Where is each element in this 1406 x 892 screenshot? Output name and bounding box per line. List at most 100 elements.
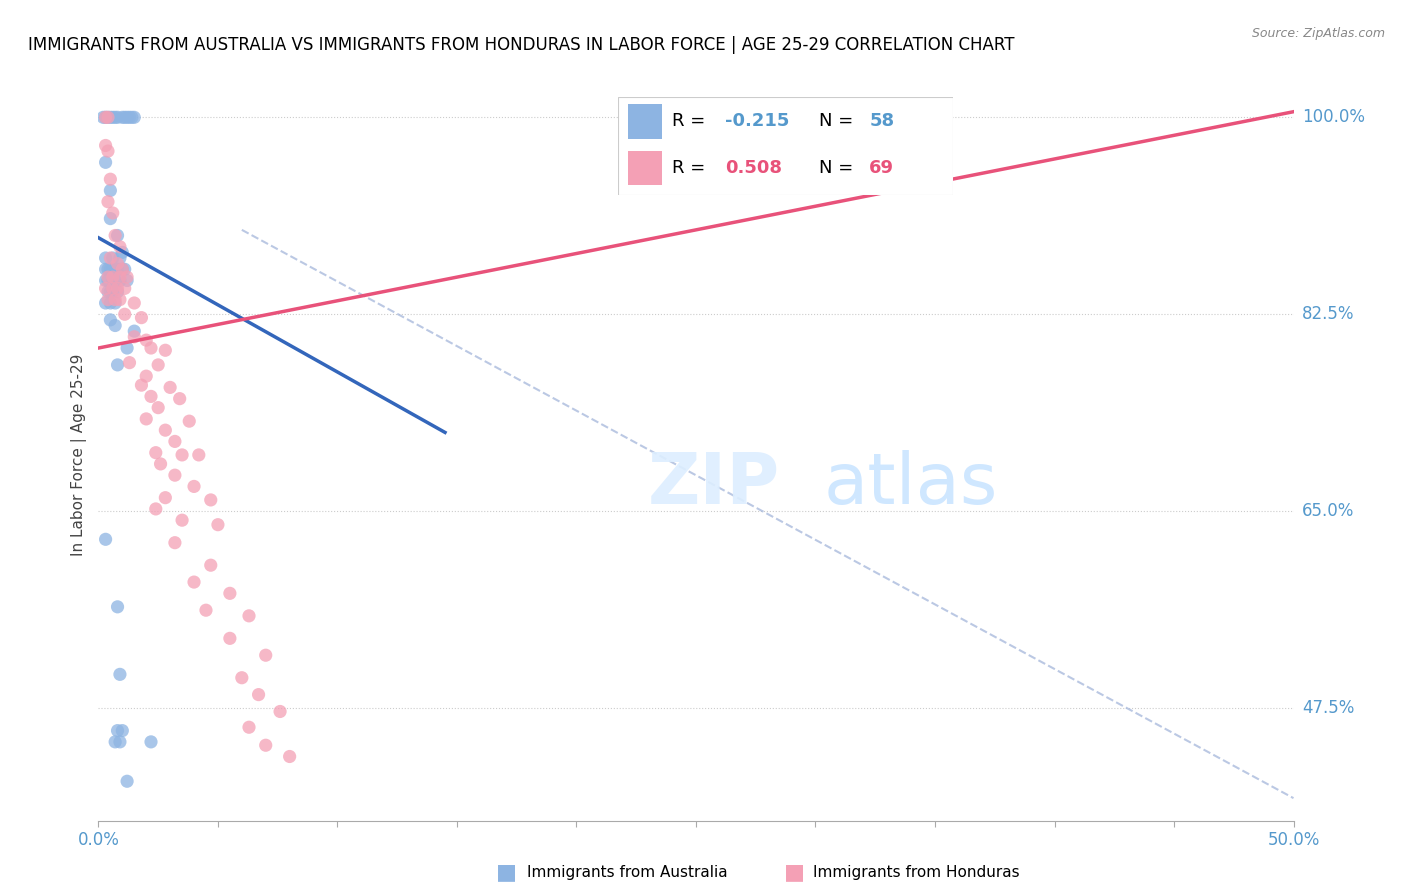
Point [135,333,157,347]
Point [98,251,122,265]
Point [111,723,134,738]
Y-axis label: In Labor Force | Age 25-29: In Labor Force | Age 25-29 [72,354,87,556]
Point [104,262,127,277]
Point [104,111,127,125]
Point [101,285,124,299]
Point [98,296,122,310]
Point [172,513,194,527]
Point [107,358,129,372]
Point [124,330,146,344]
Point [238,608,260,623]
Point [108,251,131,265]
Point [124,111,146,125]
Point [114,307,136,321]
Text: Immigrants from Honduras: Immigrants from Honduras [813,865,1019,880]
Point [104,273,127,287]
Point [115,270,138,285]
Text: Source: ZipAtlas.com: Source: ZipAtlas.com [1251,27,1385,40]
Point [94,262,117,277]
Point [98,184,122,198]
Point [145,502,167,516]
Point [179,414,201,428]
Point [107,111,129,125]
Point [200,558,222,573]
Point [139,735,162,749]
Point [94,138,117,153]
Point [183,575,205,590]
Point [139,341,162,355]
Point [108,273,131,287]
Point [108,293,131,307]
Point [107,262,129,277]
Point [135,412,157,426]
Point [101,270,124,285]
Point [91,111,114,125]
Point [155,423,177,437]
Point [169,392,191,406]
Point [107,257,129,271]
Point [145,445,167,459]
Point [94,111,117,125]
Point [111,245,134,260]
Point [121,111,143,125]
Point [94,281,117,295]
Point [104,293,127,307]
Point [98,211,122,226]
Point [104,228,127,243]
Point [94,533,117,547]
Point [94,251,117,265]
Point [163,434,186,449]
Point [98,313,122,327]
Point [114,281,136,295]
Point [118,111,141,125]
Point [107,723,129,738]
Point [108,735,131,749]
Point [155,343,177,358]
Point [104,318,127,333]
Point [98,262,122,277]
Point [135,369,157,384]
Point [101,251,124,265]
Point [114,262,136,277]
Point [108,240,131,254]
Point [124,324,146,338]
Point [115,341,138,355]
Point [97,293,120,307]
Point [107,228,129,243]
Point [238,720,260,734]
Point [254,738,277,752]
Point [101,262,124,277]
Text: Immigrants from Australia: Immigrants from Australia [527,865,728,880]
Point [148,401,170,415]
Text: ZIP: ZIP [647,450,779,518]
Point [101,273,124,287]
Point [98,172,122,186]
Point [148,358,170,372]
Point [94,111,117,125]
Point [139,389,162,403]
Point [101,111,124,125]
Point [97,262,120,277]
Point [111,111,134,125]
Point [98,111,122,125]
Point [107,281,129,295]
Point [187,448,209,462]
Point [97,144,120,158]
Point [97,273,120,287]
Text: 65.0%: 65.0% [1302,502,1354,520]
Text: IMMIGRANTS FROM AUSTRALIA VS IMMIGRANTS FROM HONDURAS IN LABOR FORCE | AGE 25-29: IMMIGRANTS FROM AUSTRALIA VS IMMIGRANTS … [28,36,1015,54]
Point [131,310,153,325]
Point [94,155,117,169]
Point [231,671,253,685]
Text: ■: ■ [785,863,804,882]
Point [194,603,217,617]
Point [163,535,186,549]
Point [114,111,136,125]
Point [107,285,129,299]
Point [104,735,127,749]
Text: ■: ■ [496,863,516,882]
Point [115,111,138,125]
Text: atlas: atlas [824,450,998,518]
Point [94,296,117,310]
Point [101,281,124,295]
